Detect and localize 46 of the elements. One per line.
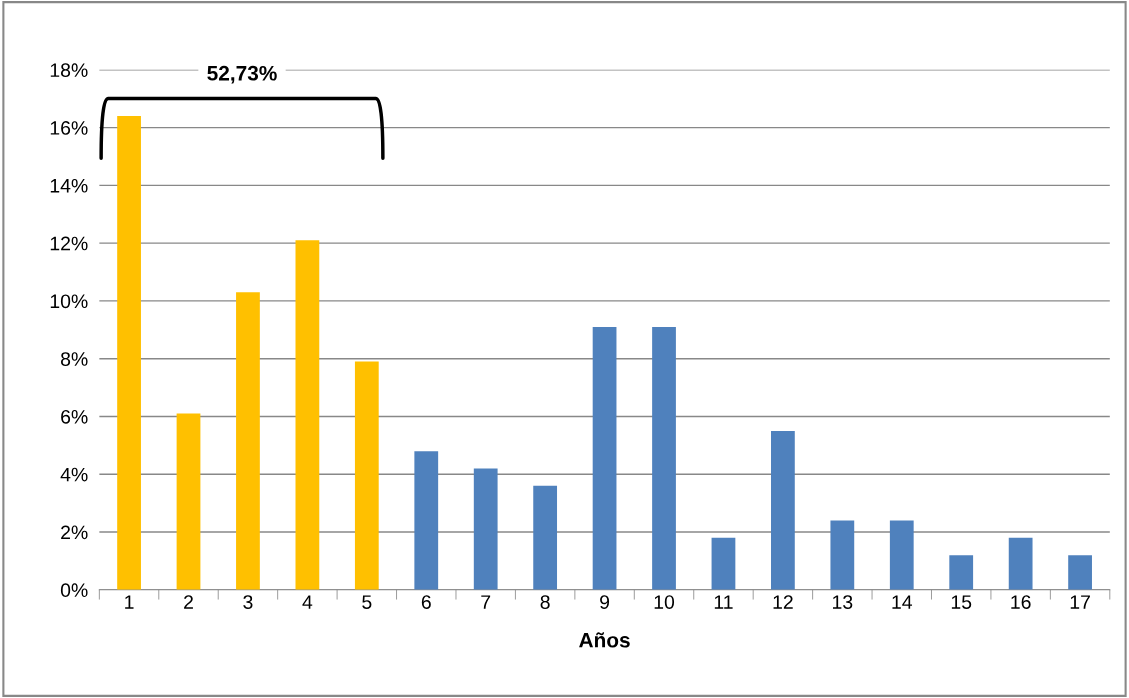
x-tick-label: 7 (481, 595, 491, 609)
x-tick-label: 15 (951, 595, 972, 609)
x-tick-label: 11 (714, 595, 733, 609)
bar (771, 430, 795, 590)
y-tick-label: 4% (60, 467, 88, 482)
x-tick-label: 9 (600, 595, 610, 609)
bar (949, 555, 974, 590)
x-axis-title: Años (579, 632, 630, 648)
y-tick-label: 16% (50, 121, 88, 135)
x-tick-label: 8 (540, 595, 550, 609)
y-tick-label: 12% (50, 236, 88, 251)
bar (295, 240, 320, 590)
x-tick-label: 6 (421, 595, 431, 609)
bar (473, 468, 498, 590)
x-tick-label: 12 (773, 595, 793, 609)
y-tick-label: 14% (50, 178, 88, 193)
x-tick-label: 1 (125, 595, 134, 609)
annotation: 52,73% (207, 65, 277, 84)
bar (652, 326, 676, 590)
bar (533, 485, 558, 590)
x-tick-label: 4 (302, 595, 313, 609)
y-tick-label: 0% (60, 583, 88, 598)
y-tick-label: 6% (61, 409, 88, 424)
x-tick-label: 2 (184, 595, 193, 609)
bar (236, 292, 260, 590)
x-tick-label: 5 (362, 595, 372, 609)
x-tick-label: 3 (243, 595, 253, 609)
x-tick-label: 16 (1011, 595, 1031, 609)
bar (1008, 537, 1033, 590)
bar (117, 116, 141, 590)
x-tick-label: 13 (833, 595, 853, 609)
bar (414, 451, 439, 590)
y-tick-label: 10% (50, 294, 88, 309)
bar (1068, 555, 1092, 590)
y-tick-label: 18% (50, 63, 88, 78)
x-tick-label: 17 (1070, 595, 1090, 609)
bar (354, 361, 379, 590)
bar (889, 520, 914, 590)
bar (592, 326, 617, 590)
bar (711, 537, 736, 590)
bar (830, 520, 855, 590)
y-tick-label: 8% (60, 352, 88, 366)
bar (176, 413, 201, 590)
x-tick-label: 10 (654, 595, 675, 609)
y-tick-label: 2% (61, 525, 88, 540)
x-tick-label: 14 (892, 595, 913, 609)
